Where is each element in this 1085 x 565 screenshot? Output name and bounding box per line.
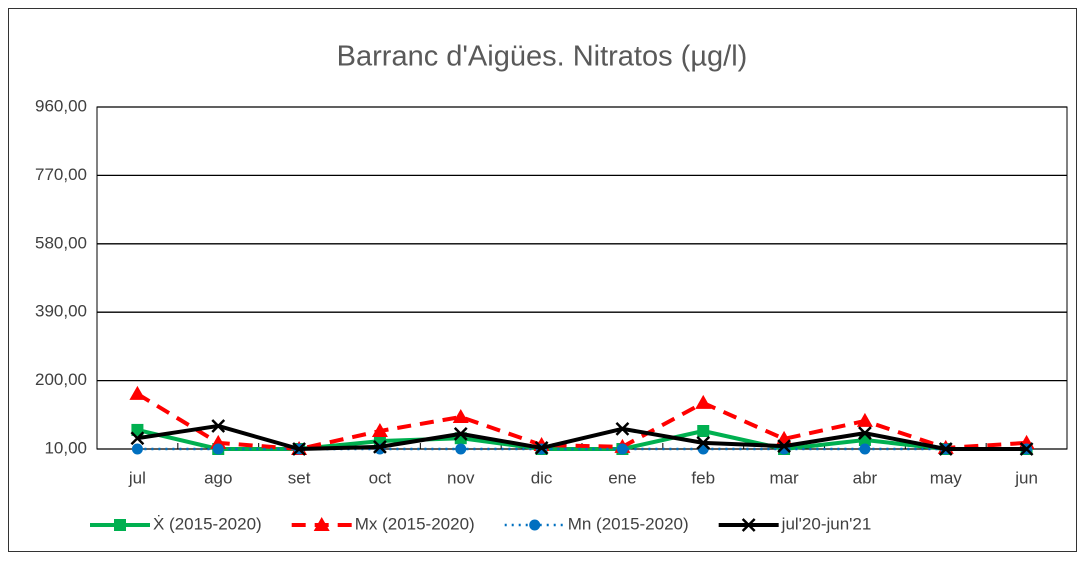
x-tick-label: ago bbox=[204, 468, 232, 487]
x-tick-label: dic bbox=[531, 468, 553, 487]
y-tick-label: 960,00 bbox=[35, 96, 87, 115]
y-tick-label: 770,00 bbox=[35, 165, 87, 184]
marker bbox=[777, 439, 791, 454]
marker bbox=[858, 426, 872, 441]
marker bbox=[696, 435, 711, 450]
legend-label: jul'20-jun'21 bbox=[781, 514, 872, 533]
marker bbox=[371, 423, 388, 437]
legend-item: Mn (2015-2020) bbox=[504, 514, 689, 533]
x-tick-label: feb bbox=[691, 468, 715, 487]
marker bbox=[859, 443, 871, 455]
marker bbox=[292, 442, 306, 456]
marker bbox=[373, 439, 387, 454]
marker bbox=[856, 412, 873, 427]
marker bbox=[1019, 442, 1034, 456]
chart-border bbox=[8, 8, 1077, 552]
marker bbox=[695, 394, 712, 409]
marker bbox=[212, 443, 224, 455]
marker bbox=[131, 443, 143, 455]
marker bbox=[129, 385, 146, 400]
series-line bbox=[137, 423, 1027, 451]
legend-label: Mn (2015-2020) bbox=[568, 514, 689, 533]
x-tick-label: set bbox=[288, 468, 311, 487]
chart-title: Barranc d'Aigües. Nitratos (µg/l) bbox=[337, 41, 748, 73]
y-tick-label: 10,00 bbox=[44, 438, 87, 457]
y-tick-label: 200,00 bbox=[35, 370, 87, 389]
x-tick-label: abr bbox=[853, 468, 878, 487]
y-tick-label: 580,00 bbox=[35, 233, 87, 252]
marker bbox=[211, 419, 226, 433]
y-tick-label: 390,00 bbox=[35, 302, 87, 321]
marker bbox=[455, 443, 467, 455]
marker bbox=[697, 425, 710, 437]
marker bbox=[114, 519, 126, 531]
legend-item: Mx (2015-2020) bbox=[291, 514, 475, 533]
marker bbox=[453, 426, 468, 441]
marker bbox=[529, 519, 541, 531]
x-tick-label: oct bbox=[369, 468, 392, 487]
marker bbox=[741, 518, 756, 532]
marker bbox=[130, 431, 145, 446]
x-tick-label: nov bbox=[447, 468, 475, 487]
legend-item: jul'20-jun'21 bbox=[718, 514, 872, 533]
x-tick-label: may bbox=[930, 468, 963, 487]
x-tick-label: jul bbox=[128, 468, 146, 487]
x-tick-label: jun bbox=[1014, 468, 1038, 487]
marker bbox=[131, 423, 144, 436]
legend-item: Ẋ (2015-2020) bbox=[90, 514, 262, 533]
marker bbox=[938, 442, 953, 456]
marker bbox=[534, 441, 549, 455]
marker bbox=[452, 408, 469, 423]
legend-label: Ẋ (2015-2020) bbox=[153, 514, 262, 533]
marker bbox=[616, 443, 628, 455]
marker bbox=[313, 517, 330, 531]
legend-label: Mx (2015-2020) bbox=[355, 514, 475, 533]
x-tick-label: mar bbox=[769, 468, 799, 487]
x-tick-label: ene bbox=[608, 468, 636, 487]
marker bbox=[615, 421, 630, 436]
